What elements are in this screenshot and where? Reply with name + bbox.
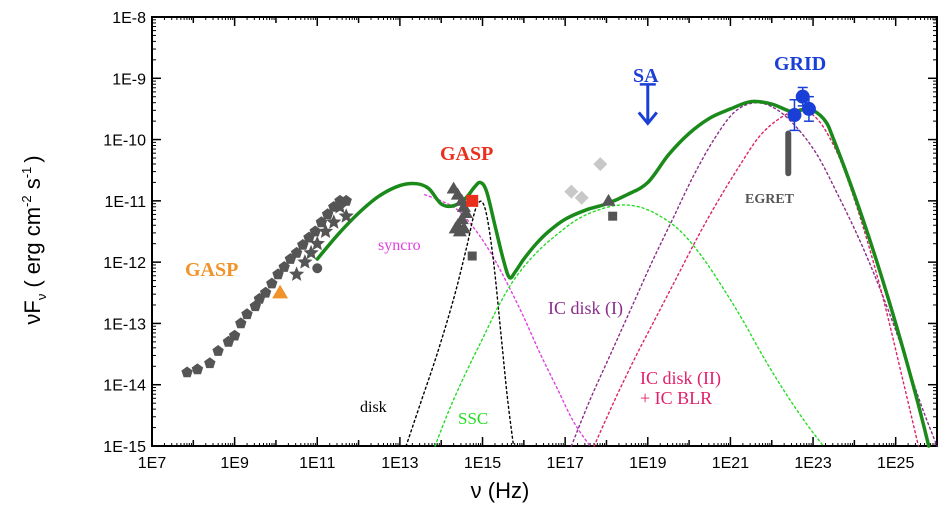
y-tick-label: 1E-13 [103,316,146,333]
archival-stars-point [309,235,325,251]
archival-radio-point [204,357,216,369]
x-tick-label: 1E15 [464,455,501,472]
y-tick-label: 1E-8 [112,10,146,27]
archival-stars-point [297,254,313,269]
disk-label: disk [360,399,387,416]
chart-labels: GASP GASP SA GRID EGRET syncro disk SSC … [19,53,826,503]
y-label-sub: ν [34,294,49,301]
data-markers [181,83,816,378]
archival-radio-point [309,225,321,237]
archival-xray-light-point [564,184,579,199]
y-tick-label: 1E-11 [104,194,146,211]
gasp-radio-point [272,284,289,299]
ic-blr-label: + IC BLR [640,388,712,408]
y-label-main: νF [20,300,45,324]
y-label-close: ) [20,155,45,162]
x-tick-label: 1E17 [546,455,583,472]
y-label-unit: ( erg cm [20,207,45,288]
x-tick-label: 1E11 [299,455,335,472]
archival-radio-point [266,277,278,289]
y-tick-label: 1E-15 [103,439,146,456]
gasp-optical-point [466,194,479,207]
ic-disk-2-label: IC disk (II) [640,368,721,389]
archival-radio-point [212,345,224,356]
archival-radio-point [181,366,193,378]
curve-ic-disk-2 [593,108,920,447]
axes: 1E7 1E9 1E11 1E13 1E15 1E17 1E19 1E21 1E23 1E25 1E… [103,10,938,472]
gasp-optical-label: GASP [440,143,493,165]
svg-text:νFν( erg cm-2 s-1): νFν ( erg cm-2 s-1) [19,155,49,324]
archival-radio-point [340,194,352,206]
archival-stars-point [338,208,354,223]
archival-optical-point [456,221,471,234]
agile-sa-upper-limit-head [637,111,658,126]
x-tick-label: 1E19 [629,455,666,472]
agile-grid-point [787,108,802,123]
x-axis-label: ν (Hz) [471,478,530,503]
x-tick-label: 1E23 [794,455,831,472]
agile-grid-point [795,89,810,104]
archival-xray-dark-sq-point [608,211,618,221]
archival-radio-point [241,308,253,320]
curve-total [315,99,931,448]
x-tick-label: 1E13 [381,455,418,472]
x-tick-label: 1E25 [877,455,914,472]
curve-disk [405,200,515,447]
agile-grid-point [801,101,816,116]
archival-stars-point [289,266,305,281]
archival-optical-square-point [467,251,477,261]
archival-xray-dark-point [601,193,616,206]
archival-radio-point [228,329,241,341]
ic-disk-1-label: IC disk (I) [548,298,623,319]
archival-radio-point [259,286,272,298]
curve-ssc [434,204,825,447]
grid-label: GRID [774,53,826,75]
y-label-exp2: -1 [19,167,34,179]
gasp-radio-label: GASP [185,259,238,281]
y-label-mid: s [20,178,45,195]
y-label-exp1: -2 [19,195,34,207]
x-tick-label: 1E21 [712,455,749,472]
y-tick-label: 1E-9 [112,71,146,88]
archival-stars-point [332,199,348,214]
y-tick-label: 1E-10 [103,133,146,150]
x-tick-label: 1E7 [138,455,167,472]
ssc-label: SSC [458,409,488,428]
archival-xray-light-point [593,157,608,172]
plot-frame [151,16,938,447]
archival-xray-light-point [574,190,589,205]
archival-radio-point [235,317,247,329]
model-curves [315,99,938,448]
egret-label: EGRET [745,192,795,207]
sa-label: SA [633,65,659,87]
archival-stars-point [303,244,319,260]
archival-radio-point [191,363,204,375]
archival-stars-point [326,214,342,229]
y-tick-label: 1E-14 [103,378,146,395]
x-tick-label: 1E9 [220,455,249,472]
syncro-label: syncro [378,237,421,254]
archival-circle-point [312,263,323,274]
archival-stars-point [317,223,334,238]
y-axis-label: νFν ( erg cm-2 s-1) [19,155,49,324]
y-tick-label: 1E-12 [103,255,146,272]
